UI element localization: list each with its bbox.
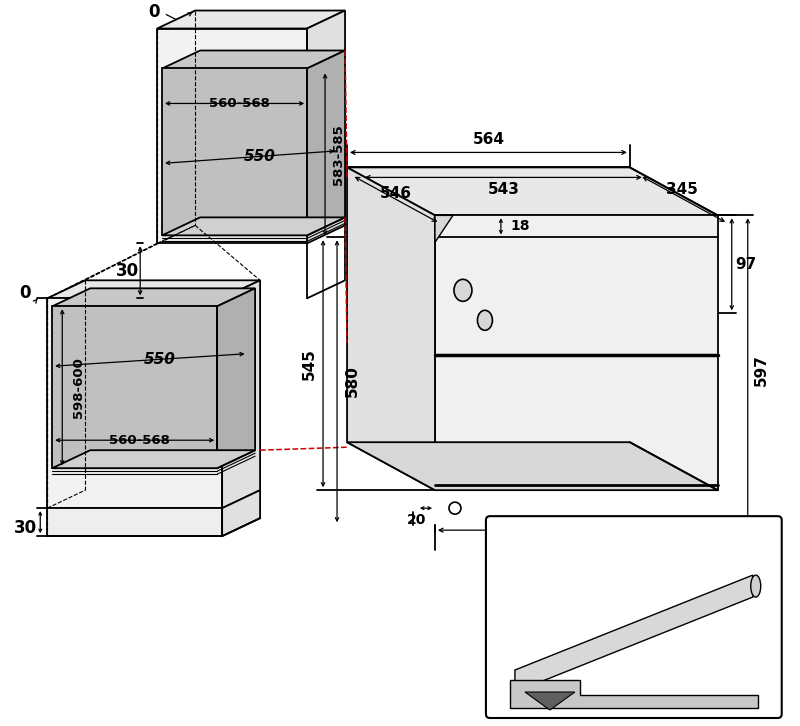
Text: 550: 550: [244, 149, 276, 164]
Polygon shape: [47, 508, 222, 536]
Polygon shape: [162, 68, 307, 235]
Text: 580: 580: [345, 365, 359, 397]
Text: 597: 597: [754, 354, 770, 386]
Circle shape: [449, 502, 461, 514]
Text: 598-600: 598-600: [72, 356, 85, 417]
Text: 560-568: 560-568: [209, 97, 270, 110]
Text: 546: 546: [380, 186, 412, 201]
Ellipse shape: [478, 310, 493, 330]
Polygon shape: [435, 216, 453, 242]
Text: 97: 97: [735, 257, 756, 272]
Polygon shape: [222, 490, 260, 536]
Text: 583-585: 583-585: [331, 124, 345, 185]
Text: 564: 564: [473, 132, 505, 147]
Polygon shape: [52, 450, 255, 468]
Polygon shape: [347, 168, 718, 216]
Text: 30: 30: [116, 262, 138, 280]
Polygon shape: [157, 28, 307, 243]
Polygon shape: [52, 306, 217, 468]
Polygon shape: [515, 575, 753, 692]
Polygon shape: [222, 280, 260, 508]
Text: 550: 550: [144, 351, 176, 367]
Text: 18: 18: [510, 219, 530, 233]
Text: 0: 0: [19, 285, 31, 302]
Polygon shape: [307, 51, 345, 235]
Polygon shape: [162, 51, 345, 68]
Ellipse shape: [750, 575, 761, 597]
FancyBboxPatch shape: [486, 516, 782, 718]
Ellipse shape: [454, 280, 472, 301]
Polygon shape: [510, 680, 758, 708]
Text: 0: 0: [149, 2, 160, 20]
Polygon shape: [217, 288, 255, 468]
Polygon shape: [157, 10, 345, 28]
Text: 345: 345: [666, 182, 698, 197]
Polygon shape: [307, 10, 345, 243]
Text: 543: 543: [487, 182, 519, 197]
Polygon shape: [162, 217, 345, 235]
Polygon shape: [52, 288, 255, 306]
Polygon shape: [525, 692, 575, 710]
Text: 2: 2: [761, 695, 770, 709]
Text: 560-568: 560-568: [110, 433, 170, 446]
Polygon shape: [47, 298, 222, 508]
Text: 20: 20: [407, 513, 426, 527]
Text: 89: 89: [639, 627, 661, 643]
Text: 462: 462: [626, 544, 658, 560]
Polygon shape: [47, 280, 260, 298]
Polygon shape: [435, 216, 718, 490]
Polygon shape: [347, 168, 435, 490]
Text: 595: 595: [561, 534, 592, 550]
Text: 30: 30: [14, 519, 37, 537]
Text: 545: 545: [302, 348, 317, 380]
Polygon shape: [347, 442, 718, 490]
